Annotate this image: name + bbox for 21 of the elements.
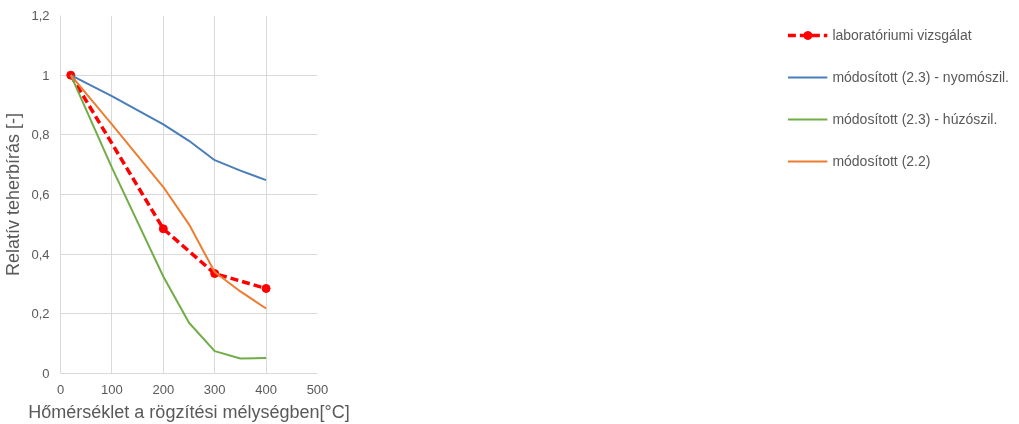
y-tick-label: 0,8 [31,127,50,143]
y-tick-label: 0 [42,366,50,381]
y-tick-label: 0,2 [31,306,50,322]
x-tick-label: 300 [203,381,226,397]
x-tick-label: 0 [56,381,65,397]
point [158,224,168,234]
legend-label: módosított (2.2) [832,153,931,169]
y-tick-label: 0,4 [31,246,50,262]
x-tick-label: 100 [101,381,123,397]
y-tick-label: 1 [42,67,50,83]
y-axis-title: Relatív teherbírás [-] [3,112,24,277]
legend-label: laboratóriumi vizsgálat [832,27,972,43]
legend-label: módosított (2.3) - húzószil. [832,111,998,127]
point [261,283,271,293]
x-tick-label: 400 [255,381,277,397]
x-tick-label: 200 [152,381,175,397]
y-tick-label: 0,6 [31,187,50,202]
legend-label: módosított (2.3) - nyomószil. [832,69,1009,85]
y-tick-label: 1,2 [31,8,50,23]
x-tick-label: 500 [306,381,329,397]
x-axis-title: Hőmérséklet a rögzítési mélységben[°C] [28,401,350,422]
